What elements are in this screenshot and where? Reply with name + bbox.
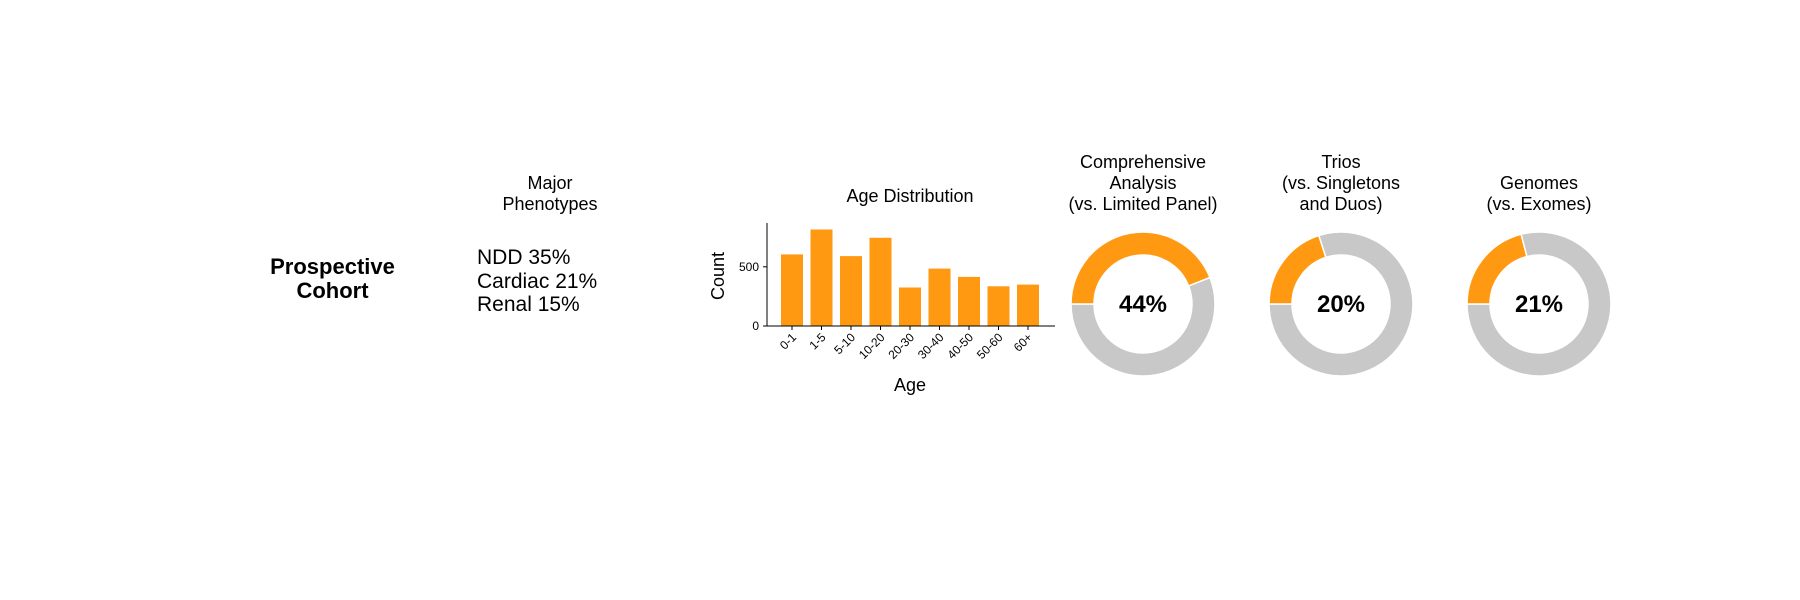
donut-value-slice	[1466, 233, 1528, 305]
age-chart-title: Age Distribution	[846, 186, 973, 206]
x-tick-label: 30-40	[915, 330, 947, 362]
donut-title-line: (vs. Singletons	[1281, 173, 1401, 193]
donut-genomes: 21%	[1466, 231, 1612, 377]
donut-title-line: Genomes	[1499, 173, 1579, 193]
age-chart-x-label: Age	[894, 375, 926, 395]
x-tick-label: 10-20	[856, 330, 888, 362]
age-bar	[869, 237, 892, 326]
age-chart-y-label: Count	[708, 252, 728, 300]
donut-title-line: and Duos)	[1299, 194, 1383, 214]
donut-title-line: Analysis	[1109, 173, 1177, 193]
age-bar	[1017, 284, 1039, 326]
cohort-label: Prospective Cohort	[230, 255, 435, 303]
donut-title-trios: Trios (vs. Singletons and Duos)	[1241, 152, 1441, 215]
age-chart-y-ticks: 0 500	[739, 260, 767, 333]
phenotype-item: NDD 35%	[477, 246, 571, 269]
x-tick-label: 60+	[1011, 330, 1035, 354]
y-tick-label: 0	[752, 319, 759, 333]
donut-center-label: 44%	[1119, 291, 1167, 318]
cohort-label-line1: Prospective	[270, 254, 395, 279]
phenotypes-title-line1: Major	[527, 173, 573, 193]
donut-remainder-slice	[1268, 231, 1414, 377]
donut-center-label: 20%	[1317, 291, 1365, 318]
age-bar	[899, 287, 921, 326]
age-bar	[958, 276, 980, 326]
age-bar	[840, 256, 862, 326]
phenotypes-title: Major Phenotypes	[470, 173, 630, 215]
donut-value-slice	[1268, 234, 1327, 305]
x-tick-label: 50-60	[974, 330, 1006, 362]
age-bar	[810, 229, 833, 326]
y-tick-label: 500	[739, 260, 759, 274]
donut-value-slice	[1070, 231, 1211, 305]
phenotype-item: Renal 15%	[477, 293, 580, 316]
donut-title-genomes: Genomes (vs. Exomes)	[1439, 173, 1639, 215]
donut-remainder-slice	[1466, 231, 1612, 377]
donut-title-line: (vs. Limited Panel)	[1068, 194, 1218, 214]
age-bar	[987, 286, 1010, 326]
cohort-label-line2: Cohort	[296, 278, 369, 303]
x-tick-label: 0-1	[777, 330, 799, 352]
donut-trios: 20%	[1268, 231, 1414, 377]
donut-title-comprehensive: Comprehensive Analysis (vs. Limited Pane…	[1043, 152, 1243, 215]
donut-title-line: Comprehensive	[1079, 152, 1207, 172]
donut-title-line: Trios	[1321, 152, 1361, 172]
donut-title-line: (vs. Exomes)	[1486, 194, 1592, 214]
phenotype-item: Cardiac 21%	[477, 269, 598, 293]
age-bar	[928, 268, 951, 326]
donut-remainder-slice	[1070, 276, 1216, 377]
age-bar	[781, 254, 803, 326]
phenotypes-title-line2: Phenotypes	[502, 194, 598, 214]
x-tick-label: 1-5	[806, 330, 828, 352]
x-tick-label: 5-10	[831, 330, 858, 357]
age-chart-bars	[781, 229, 1039, 326]
donut-center-label: 21%	[1515, 291, 1563, 318]
donut-comprehensive-analysis: 44%	[1070, 231, 1216, 377]
x-tick-label: 20-30	[886, 330, 918, 362]
phenotypes-list: NDD 35% Cardiac 21% Renal 15%	[477, 246, 597, 317]
x-tick-label: 40-50	[945, 330, 977, 362]
